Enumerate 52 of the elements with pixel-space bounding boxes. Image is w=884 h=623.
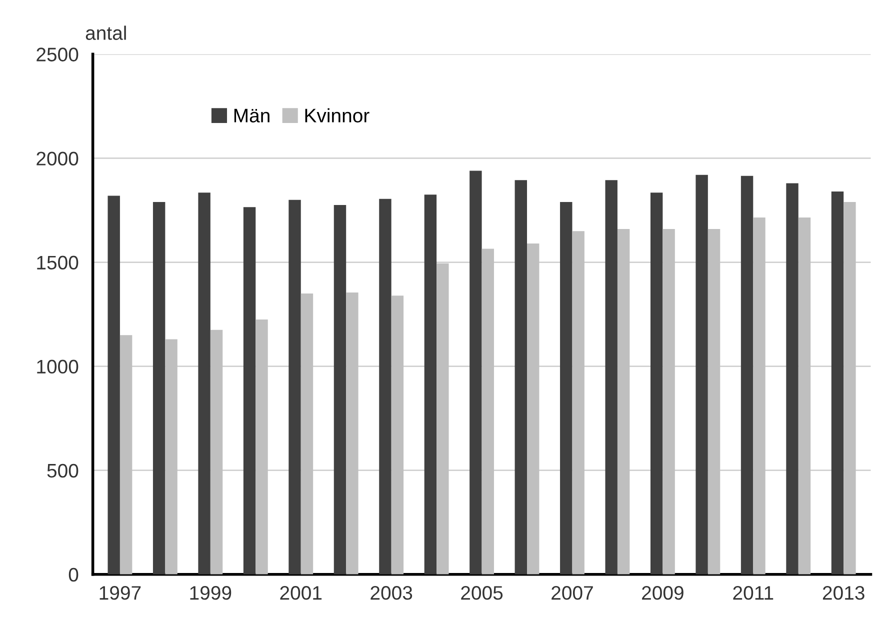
legend-label: Män <box>234 108 270 122</box>
bar <box>753 218 766 574</box>
y-tick-label: 1000 <box>37 360 78 374</box>
bar <box>108 196 120 574</box>
y-tick-label: 2500 <box>36 48 78 62</box>
bar <box>650 192 663 574</box>
x-tick-label: 2011 <box>733 586 774 600</box>
y-tick-label: 1500 <box>37 256 78 270</box>
x-tick-label: 2013 <box>822 586 864 600</box>
bar <box>165 339 178 574</box>
bar <box>243 207 256 574</box>
bar <box>514 180 528 574</box>
bar <box>288 200 301 574</box>
bar <box>696 174 708 574</box>
x-tick-label: 1997 <box>100 586 141 600</box>
y-tick-label: 500 <box>47 464 78 478</box>
bar <box>831 192 844 574</box>
bar <box>424 194 437 574</box>
bar <box>346 292 358 574</box>
bar <box>605 180 618 574</box>
y-tick-label: 2000 <box>36 152 78 166</box>
bar <box>844 202 856 574</box>
bar <box>617 228 630 574</box>
bar <box>662 228 675 574</box>
bar <box>740 176 754 574</box>
bar <box>391 296 404 574</box>
x-tick-label: 2003 <box>370 586 412 600</box>
x-tick-label: 1999 <box>190 586 232 600</box>
bar <box>334 205 346 574</box>
bar <box>798 218 811 574</box>
bar <box>470 170 482 574</box>
bar <box>527 244 540 574</box>
bar <box>210 330 223 574</box>
legend-label: Kvinnor <box>305 108 370 122</box>
x-tick-label: 2001 <box>280 586 322 600</box>
y-tick-label: 0 <box>68 568 78 582</box>
bar <box>786 183 798 574</box>
bar <box>300 293 314 574</box>
bar <box>256 320 268 574</box>
bar <box>482 248 494 574</box>
x-tick-label: 2009 <box>642 586 684 600</box>
bar <box>198 192 210 574</box>
bar <box>379 198 392 574</box>
bar <box>120 335 132 574</box>
bar <box>152 202 166 574</box>
bar <box>436 263 449 574</box>
x-tick-label: 2007 <box>552 586 593 600</box>
x-tick-label: 2005 <box>461 586 503 600</box>
bar <box>572 231 584 574</box>
bar <box>560 202 572 574</box>
bar <box>708 228 720 574</box>
y-axis-title: antal <box>86 26 126 40</box>
